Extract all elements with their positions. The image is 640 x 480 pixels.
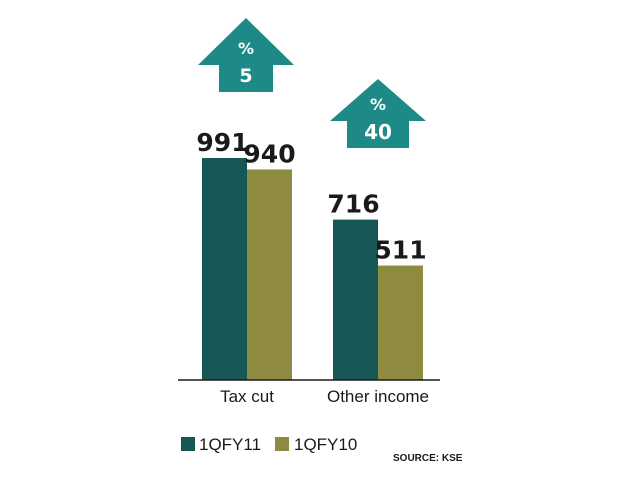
bar-other-income-1qfy11 [333,219,378,380]
bar-other-income-1qfy10 [378,265,423,380]
arrow-symbol-tax-cut: % [238,39,254,58]
category-label-tax-cut: Tax cut [220,387,274,406]
legend: 1QFY11 1QFY10 [181,435,357,454]
growth-annotations: % 5% 40 [198,18,426,148]
category-label-other-income: Other income [327,387,429,406]
data-label-tax-cut-1qfy11: 991 [196,128,248,157]
legend-swatch-1qfy10 [275,437,289,451]
bar-tax-cut-1qfy11 [202,158,247,380]
source-note: SOURCE: KSE [393,453,463,464]
bar-tax-cut-1qfy10 [247,169,292,380]
legend-label-1qfy10: 1QFY10 [294,435,357,454]
data-label-other-income-1qfy11: 716 [327,190,379,219]
legend-label-1qfy11: 1QFY11 [199,435,261,454]
arrow-symbol-other-income: % [370,95,386,114]
arrow-value-other-income: 40 [364,120,392,144]
legend-swatch-1qfy11 [181,437,195,451]
category-labels-group: Tax cut Other income [220,387,429,406]
data-label-tax-cut-1qfy10: 940 [243,139,295,168]
up-arrow-icon-other-income [330,79,426,148]
bars-group [202,158,423,380]
arrow-value-tax-cut: 5 [239,65,252,87]
up-arrow-icon-tax-cut [198,18,294,92]
data-label-other-income-1qfy10: 511 [374,236,426,265]
